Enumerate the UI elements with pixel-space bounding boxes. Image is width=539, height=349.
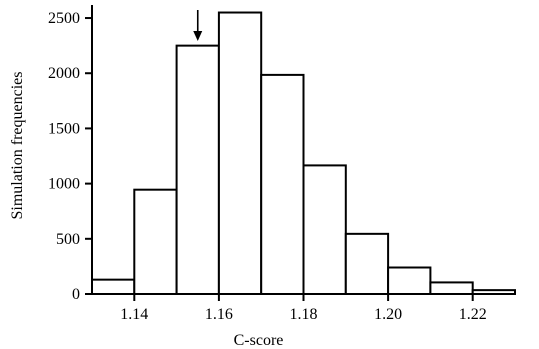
y-tick-label: 1000 bbox=[48, 176, 80, 193]
histogram-bar bbox=[260, 73, 305, 295]
y-tick-label: 500 bbox=[56, 231, 80, 248]
histogram-bar bbox=[344, 232, 390, 295]
x-tick-label: 1.22 bbox=[459, 306, 487, 323]
x-axis-title: C-score bbox=[234, 332, 284, 349]
histogram-bar bbox=[133, 188, 178, 295]
histogram-bar bbox=[387, 266, 432, 295]
bars-layer bbox=[91, 11, 517, 296]
marker-layer bbox=[193, 10, 203, 41]
x-tick-label: 1.18 bbox=[290, 306, 318, 323]
y-tick-label: 1500 bbox=[48, 120, 80, 137]
y-tick-label: 0 bbox=[72, 286, 80, 303]
histogram-bar bbox=[91, 278, 136, 295]
ticks-layer: 0 500 1000 1500 2000 2500 1.14 1.16 1.18 1.20 1.22 bbox=[48, 10, 487, 323]
x-tick-label: 1.20 bbox=[374, 306, 402, 323]
x-tick-label: 1.16 bbox=[205, 306, 233, 323]
observed-arrow-icon bbox=[193, 31, 203, 41]
histogram-bar bbox=[175, 44, 220, 296]
y-axis-title: Simulation frequencies bbox=[9, 72, 26, 220]
histogram-bar bbox=[217, 11, 263, 296]
histogram-bar bbox=[302, 164, 347, 295]
x-tick-label: 1.14 bbox=[120, 306, 148, 323]
y-tick-label: 2500 bbox=[48, 10, 80, 27]
histogram-bar bbox=[429, 281, 474, 295]
y-tick-label: 2000 bbox=[48, 65, 80, 82]
